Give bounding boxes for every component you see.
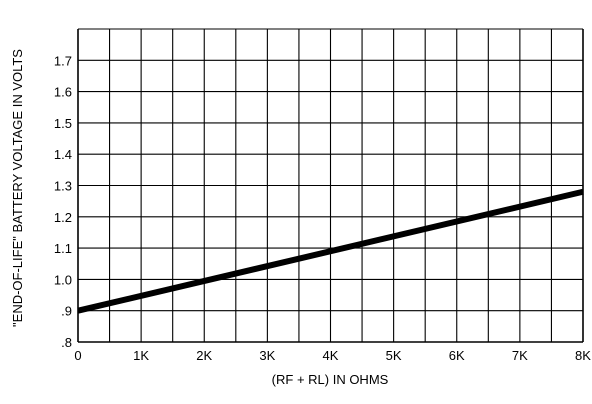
x-tick-label: 1K: [133, 348, 149, 363]
x-tick-label: 5K: [386, 348, 402, 363]
x-tick-labels: 0 1K 2K 3K 4K 5K 6K 7K 8K: [74, 348, 591, 363]
x-tick-label: 0: [74, 348, 81, 363]
y-tick-label: 1.1: [54, 241, 72, 256]
y-tick-label: .8: [61, 335, 72, 350]
x-tick-label: 6K: [449, 348, 465, 363]
y-tick-label: 1.0: [54, 272, 72, 287]
y-tick-label: 1.4: [54, 147, 72, 162]
y-tick-label: 1.5: [54, 116, 72, 131]
x-tick-label: 2K: [196, 348, 212, 363]
x-tick-label: 3K: [259, 348, 275, 363]
y-tick-label: 1.7: [54, 53, 72, 68]
series-layer: [77, 188, 584, 314]
y-tick-label: .9: [61, 304, 72, 319]
x-tick-label: 4K: [323, 348, 339, 363]
grid: [77, 28, 584, 343]
x-axis-label: (RF + RL) IN OHMS: [272, 372, 389, 387]
y-tick-label: 1.6: [54, 85, 72, 100]
y-tick-labels: .8 .9 1.0 1.1 1.2 1.3 1.4 1.5 1.6 1.7: [54, 53, 72, 350]
x-tick-label: 8K: [575, 348, 591, 363]
y-axis-label: "END-OF-LIFE" BATTERY VOLTAGE IN VOLTS: [10, 49, 25, 327]
x-tick-label: 7K: [512, 348, 528, 363]
series-line: [77, 188, 584, 314]
y-tick-label: 1.3: [54, 179, 72, 194]
y-tick-label: 1.2: [54, 210, 72, 225]
